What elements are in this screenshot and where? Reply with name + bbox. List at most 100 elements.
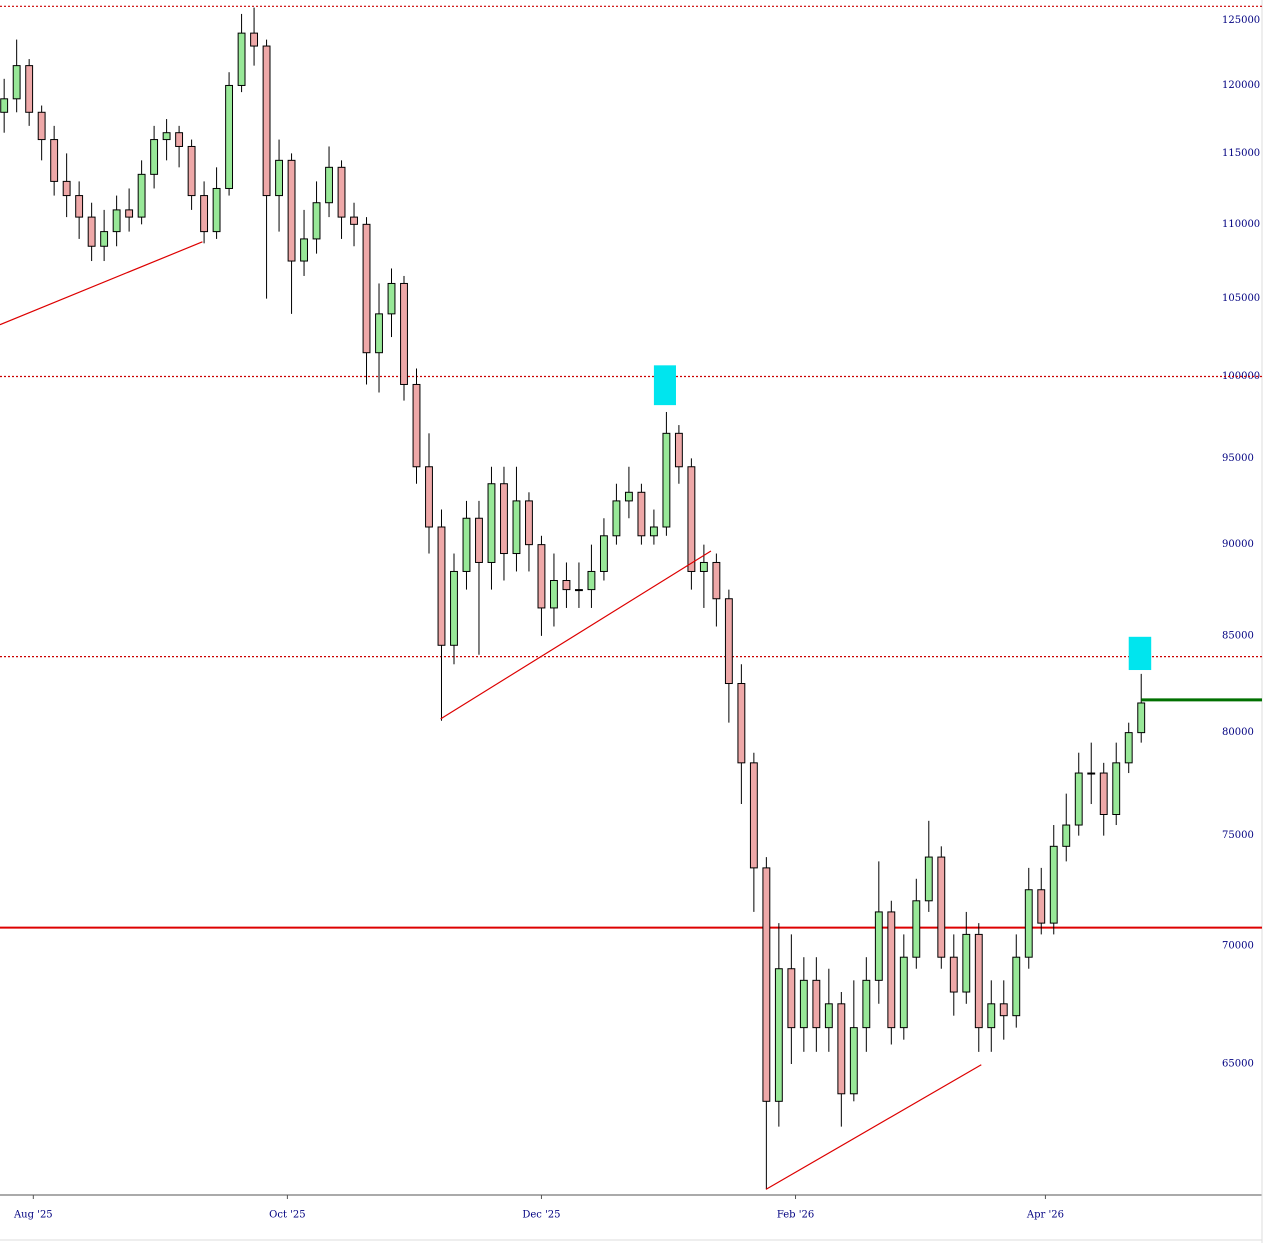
candle-body [487,483,496,563]
candle-body [375,313,383,354]
candle-body [87,216,96,247]
candle-body [537,544,546,609]
candle-body [1099,772,1108,815]
candle-body [624,491,633,502]
candle-body [974,933,983,1029]
trend-line [0,241,203,326]
candle-body [649,526,658,537]
candle-body [762,867,771,1102]
candle-body [812,979,821,1029]
candle-body [587,570,596,591]
y-tick-label: 85000 [1222,630,1254,641]
candle-body [150,139,159,175]
y-tick-label: 65000 [1222,1059,1254,1070]
candle-body [674,432,683,468]
candle-body [887,911,896,1029]
candle-body [799,979,808,1029]
candle-body [724,598,733,685]
x-tick-label: Feb '26 [777,1210,814,1221]
candle-body [512,500,521,555]
candle-body [824,1003,833,1029]
candle-body [312,202,321,240]
candle-body [737,683,746,764]
candle-body [237,32,246,86]
candle-body [1024,889,1033,958]
candle-body [687,466,696,572]
candle-body [637,491,646,537]
trend-line [440,550,712,720]
candle-body [262,45,271,197]
candle-body [899,956,908,1029]
candle-body [337,166,346,218]
candle-body [225,84,234,189]
candle-body [125,209,134,218]
candle-body [37,111,46,141]
y-tick-label: 105000 [1222,293,1260,304]
candle-body [75,195,84,218]
candle-body [212,187,221,233]
candle-body [662,432,671,528]
candle-body [1062,824,1071,847]
candle-body [112,209,121,233]
candle-body [187,145,196,197]
highlight-box [1128,636,1152,671]
candle-body [849,1027,858,1095]
candle-body [1087,772,1096,775]
x-tick-label: Apr '26 [1026,1210,1064,1221]
candle-body [575,589,583,592]
highlight-box [653,365,676,406]
candle-body [1124,732,1133,764]
candle-body [699,561,708,572]
candle-body [462,517,471,572]
candle-body [949,956,958,993]
candle-body [562,580,571,591]
candle-body [1049,845,1058,924]
candle-body [350,216,358,225]
y-tick-label: 115000 [1222,148,1260,159]
y-tick-label: 120000 [1222,80,1260,91]
candle-body [387,282,396,315]
candle-body [137,173,146,218]
x-tick-label: Aug '25 [13,1210,53,1221]
candle-body [1137,702,1146,734]
candle-body [0,98,9,113]
candle-body [425,466,433,528]
candle-body [874,911,883,981]
candle-body [987,1003,996,1029]
candle-body [400,282,408,385]
candle-body [362,223,371,354]
candle-body [999,1003,1008,1017]
candle-body [200,195,209,233]
candle-body [287,159,296,262]
candle-body [912,900,921,958]
candle-body [924,856,933,902]
candle-body [937,856,946,958]
candle-body [712,561,721,600]
candle-body [599,535,608,572]
candle-body [450,570,458,646]
candle-body [100,231,109,247]
candle-body [175,132,184,147]
candle-body [787,968,796,1029]
candle-body [475,517,483,563]
candle-body [550,580,558,609]
y-tick-label: 125000 [1222,15,1260,26]
y-tick-label: 80000 [1222,727,1254,738]
candle-body [437,526,446,646]
candle-body [162,132,171,141]
y-tick-label: 75000 [1222,830,1254,841]
candle-body [612,500,621,537]
y-tick-label: 95000 [1222,453,1254,464]
candle-body [25,65,34,113]
y-tick-label: 110000 [1222,219,1260,230]
candle-body [325,166,333,204]
x-tick-label: Dec '25 [522,1210,560,1221]
candle-body [1012,956,1021,1017]
candle-body [862,979,871,1029]
candle-body [275,159,283,197]
candle-body [837,1003,846,1095]
candle-body [774,968,783,1102]
